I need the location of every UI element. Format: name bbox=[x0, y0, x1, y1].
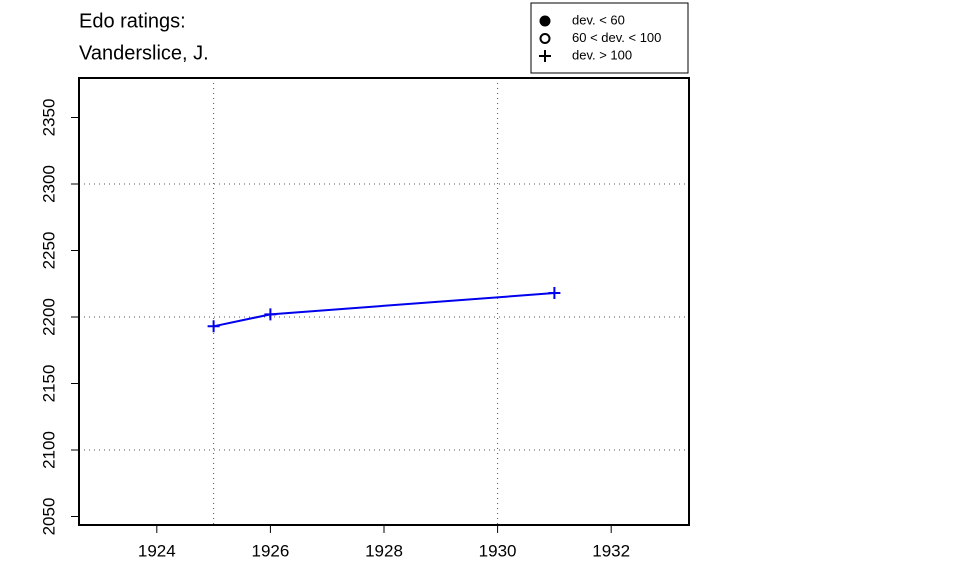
y-tick-label: 2200 bbox=[39, 298, 58, 336]
data-point bbox=[548, 287, 561, 300]
data-point bbox=[264, 308, 277, 321]
y-tick-label: 2300 bbox=[39, 165, 58, 203]
y-tick-label: 2250 bbox=[39, 232, 58, 270]
legend-box bbox=[530, 2, 689, 74]
x-tick-label: 1930 bbox=[479, 541, 517, 560]
chart-title-line: Edo ratings: bbox=[79, 10, 186, 32]
plot-frame bbox=[78, 77, 690, 526]
x-tick-label: 1932 bbox=[592, 541, 630, 560]
x-tick-label: 1924 bbox=[138, 541, 176, 560]
y-tick-label: 2100 bbox=[39, 431, 58, 469]
chart-title-line: Vanderslice, J. bbox=[79, 42, 209, 64]
y-tick-label: 2150 bbox=[39, 365, 58, 403]
legend-label: dev. < 60 bbox=[572, 12, 625, 27]
x-tick-label: 1928 bbox=[365, 541, 403, 560]
y-tick-label: 2050 bbox=[39, 498, 58, 536]
data-point bbox=[207, 320, 220, 333]
data-line bbox=[213, 292, 555, 328]
y-tick-label: 2350 bbox=[39, 99, 58, 137]
legend-symbol bbox=[539, 50, 551, 62]
x-tick-label: 1926 bbox=[251, 541, 289, 560]
legend-symbol bbox=[539, 15, 551, 27]
legend-symbol bbox=[539, 33, 551, 44]
legend-label: 60 < dev. < 100 bbox=[572, 30, 661, 45]
legend-label: dev. > 100 bbox=[572, 47, 632, 62]
